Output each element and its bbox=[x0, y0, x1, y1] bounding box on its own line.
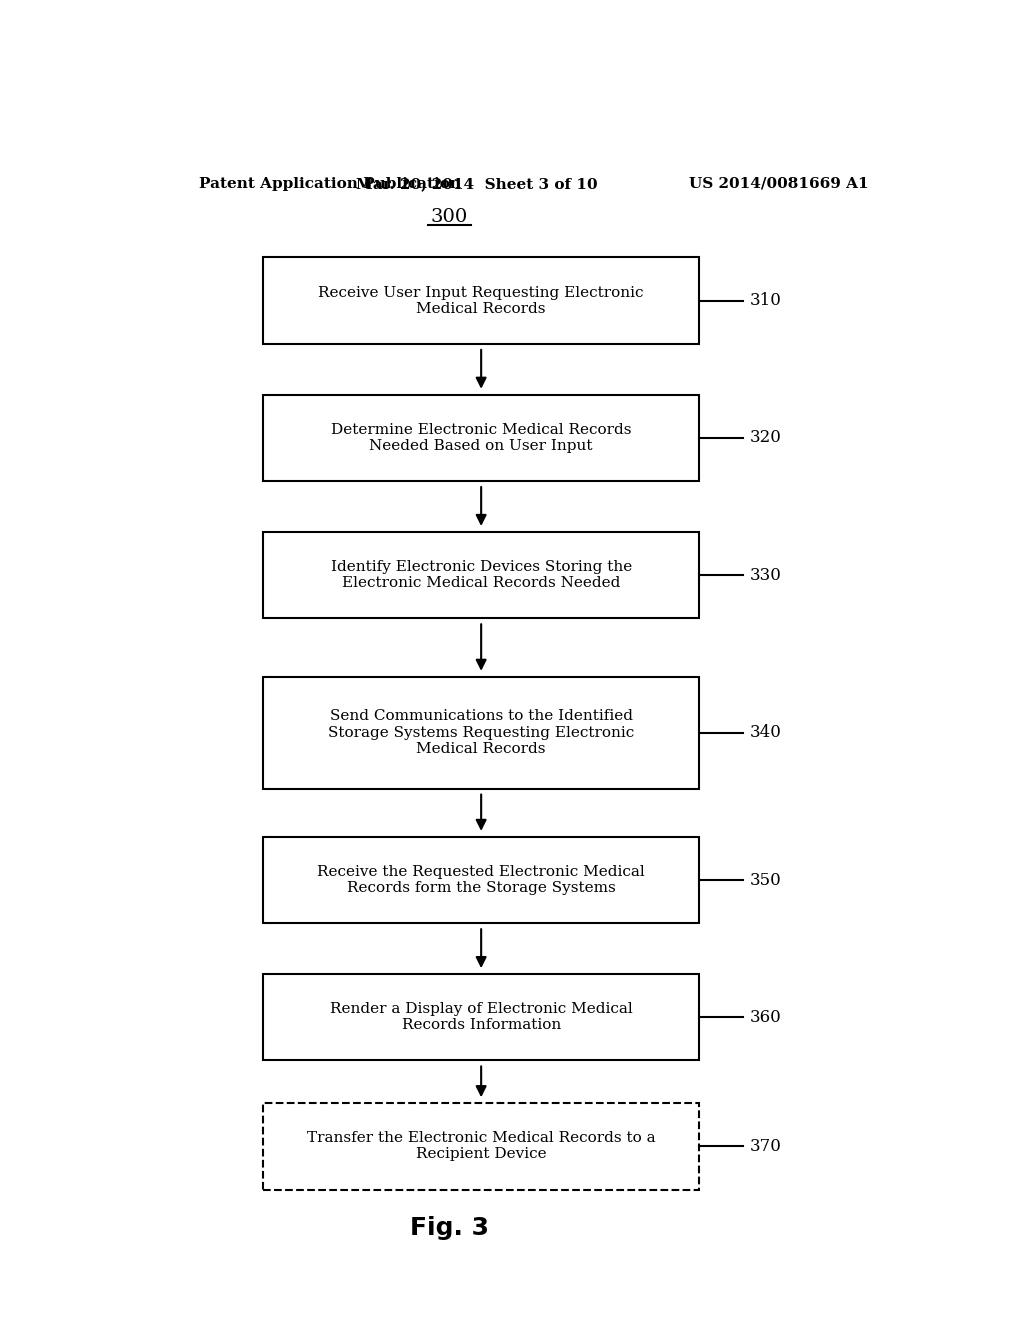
Text: Identify Electronic Devices Storing the
Electronic Medical Records Needed: Identify Electronic Devices Storing the … bbox=[331, 560, 632, 590]
Text: 320: 320 bbox=[750, 429, 781, 446]
Text: Receive User Input Requesting Electronic
Medical Records: Receive User Input Requesting Electronic… bbox=[318, 285, 644, 315]
Text: 370: 370 bbox=[750, 1138, 781, 1155]
Text: 350: 350 bbox=[750, 871, 781, 888]
FancyBboxPatch shape bbox=[263, 974, 699, 1060]
Text: Send Communications to the Identified
Storage Systems Requesting Electronic
Medi: Send Communications to the Identified St… bbox=[328, 709, 634, 756]
FancyBboxPatch shape bbox=[263, 532, 699, 618]
Text: Mar. 20, 2014  Sheet 3 of 10: Mar. 20, 2014 Sheet 3 of 10 bbox=[356, 177, 598, 191]
FancyBboxPatch shape bbox=[263, 677, 699, 788]
Text: 300: 300 bbox=[431, 209, 468, 226]
Text: Determine Electronic Medical Records
Needed Based on User Input: Determine Electronic Medical Records Nee… bbox=[331, 422, 632, 453]
Text: 360: 360 bbox=[750, 1008, 781, 1026]
Text: 310: 310 bbox=[750, 292, 781, 309]
Text: Render a Display of Electronic Medical
Records Information: Render a Display of Electronic Medical R… bbox=[330, 1002, 633, 1032]
FancyBboxPatch shape bbox=[263, 837, 699, 923]
Text: Patent Application Publication: Patent Application Publication bbox=[200, 177, 462, 191]
Text: 340: 340 bbox=[750, 725, 781, 741]
Text: Fig. 3: Fig. 3 bbox=[410, 1216, 488, 1239]
Text: Receive the Requested Electronic Medical
Records form the Storage Systems: Receive the Requested Electronic Medical… bbox=[317, 865, 645, 895]
FancyBboxPatch shape bbox=[263, 395, 699, 480]
Text: Transfer the Electronic Medical Records to a
Recipient Device: Transfer the Electronic Medical Records … bbox=[307, 1131, 655, 1162]
FancyBboxPatch shape bbox=[263, 257, 699, 345]
FancyBboxPatch shape bbox=[263, 1104, 699, 1189]
Text: US 2014/0081669 A1: US 2014/0081669 A1 bbox=[689, 177, 868, 191]
Text: 330: 330 bbox=[750, 566, 781, 583]
